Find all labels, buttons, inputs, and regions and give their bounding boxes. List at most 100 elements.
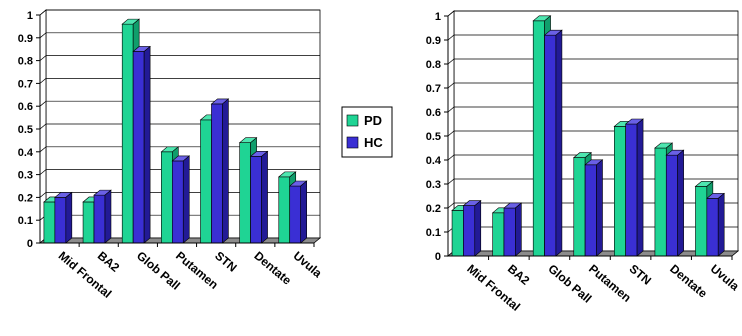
x-tick-label-putamen: Putamen: [173, 249, 221, 292]
gridline: [39, 32, 320, 39]
gridline: [447, 82, 738, 89]
bar-side: [474, 199, 482, 257]
legend-label-hc: HC: [364, 135, 383, 150]
y-tick-label: 0.8: [18, 56, 33, 68]
y-tick-label: 0: [435, 251, 441, 263]
y-tick-label: 0.2: [18, 192, 33, 204]
bar-front: [544, 34, 557, 257]
bar-front: [492, 212, 505, 257]
legend-swatch-pd: [346, 114, 359, 127]
x-tick-label-ba2: BA2: [95, 249, 123, 275]
y-tick-label: 0.6: [426, 107, 441, 119]
y-tick-label: 0.4: [426, 155, 442, 167]
x-tick-label-dentate: Dentate: [251, 249, 294, 288]
x-tick-label-putamen: Putamen: [586, 262, 634, 305]
bar-front: [121, 23, 134, 244]
bar-front: [706, 198, 719, 257]
bar-front: [289, 185, 301, 244]
bar-side: [261, 150, 268, 244]
bar-front: [278, 176, 291, 244]
x-tick-label-stn: STN: [627, 262, 654, 288]
bar-side: [65, 191, 73, 244]
bar-side: [300, 180, 307, 244]
x-tick-label-dentate: Dentate: [667, 262, 710, 301]
legend-swatch-hc: [346, 136, 359, 149]
y-tick-label: 0.9: [18, 33, 33, 45]
x-tick-label-ba2: BA2: [505, 262, 533, 288]
x-tick-label-uvula: Uvula: [708, 262, 742, 294]
bar-side: [555, 29, 563, 257]
gridline: [447, 106, 738, 113]
bar-front: [532, 20, 545, 257]
bar-hc-glob-pall: [132, 45, 151, 244]
y-tick-label: 0.3: [426, 179, 441, 191]
bar-front: [625, 123, 638, 257]
y-tick-label: 0.7: [18, 78, 33, 90]
bar-front: [250, 156, 262, 244]
y-tick-label: 0.2: [426, 203, 441, 215]
y-tick-label: 0.1: [426, 227, 441, 239]
bar-hc-uvula: [288, 180, 308, 244]
gridline: [39, 55, 320, 61]
bar-front: [54, 197, 67, 244]
bar-side: [677, 149, 684, 257]
bar-hc-dentate: [249, 150, 269, 244]
bar-front: [200, 119, 212, 244]
bar-hc-ba2: [93, 189, 112, 244]
bar-front: [451, 210, 464, 257]
bar-front: [654, 147, 667, 257]
y-tick-label: 0.8: [426, 59, 441, 71]
bar-front: [584, 164, 597, 257]
legend-label-pd: PD: [364, 113, 382, 128]
bar-front: [503, 207, 516, 257]
gridline: [447, 10, 738, 17]
bar-hc-stn: [210, 98, 230, 244]
bar-side: [717, 192, 725, 257]
bar-side: [636, 118, 644, 257]
x-tick-label-uvula: Uvula: [291, 249, 325, 281]
bar-hc-mid-frontal: [462, 199, 482, 257]
bar-front: [463, 205, 476, 257]
y-tick-label: 1: [435, 11, 441, 23]
bar-side: [143, 45, 151, 244]
y-tick-label: 1: [27, 10, 33, 22]
y-tick-label: 0.1: [18, 215, 33, 227]
y-tick-label: 0.7: [426, 83, 441, 95]
legend: PD HC: [341, 106, 393, 158]
gridline: [447, 34, 738, 41]
bar-front: [573, 157, 586, 257]
bar-side: [596, 159, 603, 257]
bar-front: [161, 151, 173, 244]
bar-front: [132, 51, 145, 244]
bar-front: [695, 186, 708, 257]
gridline: [39, 78, 320, 84]
y-tick-label: 0.4: [18, 147, 34, 159]
bar-front: [82, 201, 95, 244]
bar-front: [211, 103, 223, 244]
y-tick-label: 0: [27, 238, 33, 250]
bar-front: [93, 194, 106, 244]
y-tick-label: 0.5: [18, 124, 33, 136]
bar-hc-stn: [624, 118, 644, 257]
bar-hc-putamen: [584, 159, 604, 257]
bar-hc-mid-frontal: [54, 191, 73, 244]
gridline: [447, 58, 738, 65]
bar-hc-uvula: [706, 192, 726, 257]
y-tick-label: 0.5: [426, 131, 441, 143]
bar-side: [182, 155, 190, 244]
bar-hc-ba2: [503, 202, 523, 257]
bar-side: [104, 189, 112, 244]
bar-hc-dentate: [665, 149, 685, 257]
bar-front: [665, 154, 678, 257]
bar-side: [222, 98, 229, 244]
gridline: [39, 9, 320, 16]
y-tick-label: 0.3: [18, 170, 33, 182]
bar-hc-putamen: [171, 155, 191, 244]
x-tick-label-stn: STN: [212, 249, 239, 275]
y-tick-label: 0.6: [18, 101, 33, 113]
y-tick-label: 0.9: [426, 35, 441, 47]
bar-front: [239, 142, 251, 244]
